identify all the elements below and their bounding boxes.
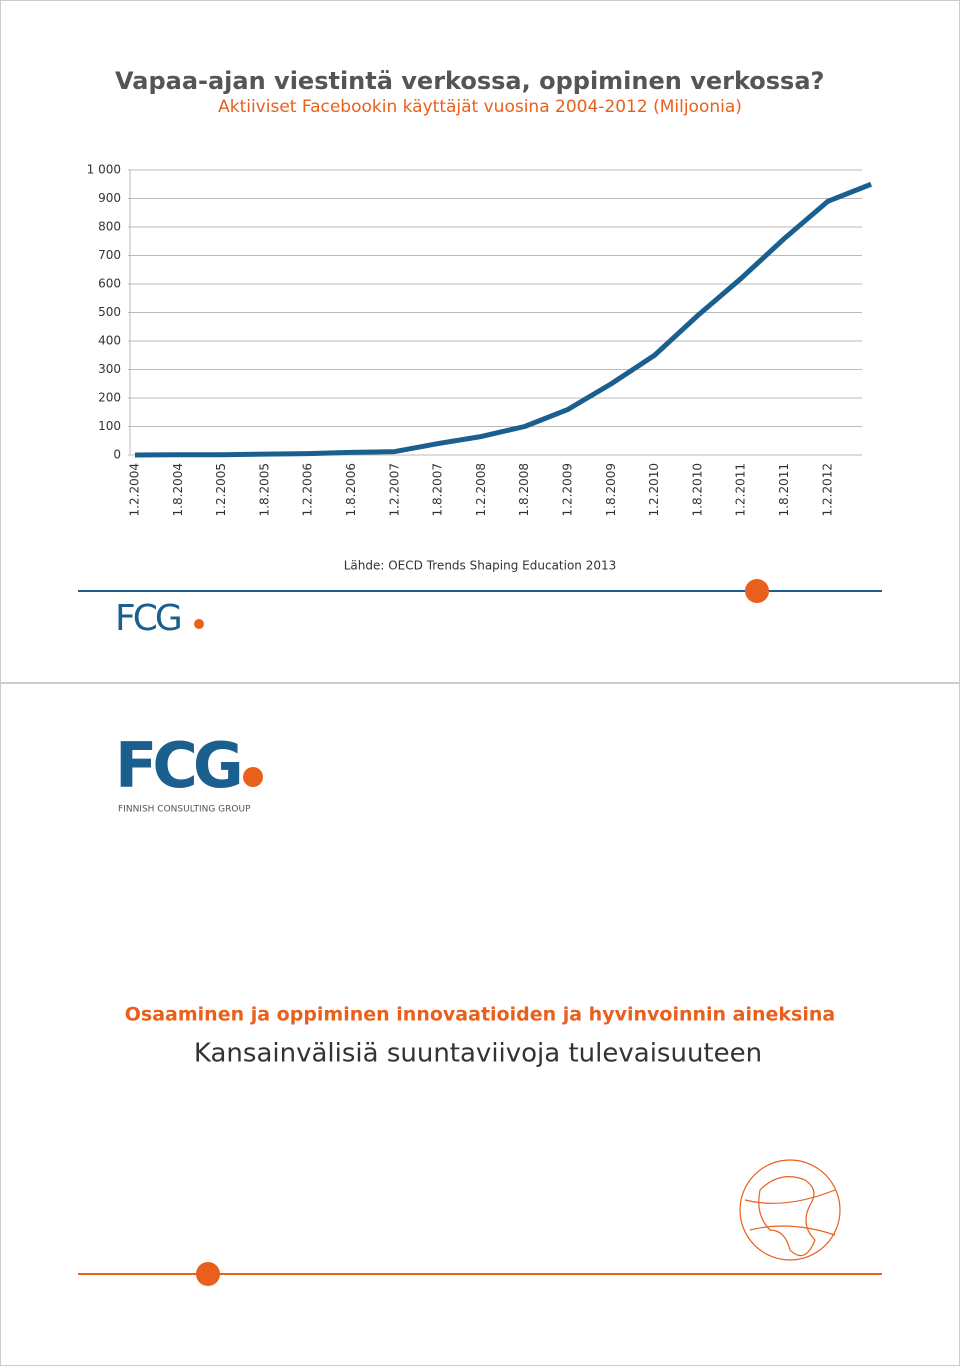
- x-tick-label: 1.8.2005: [257, 463, 271, 516]
- y-tick-label: 0: [113, 448, 121, 462]
- x-tick-label: 1.2.2007: [387, 463, 401, 516]
- x-tick-label: 1.2.2006: [301, 463, 315, 516]
- x-tick-label: 1.8.2007: [431, 463, 445, 516]
- decor-dot: [745, 579, 769, 603]
- x-tick-label: 1.8.2011: [777, 463, 791, 516]
- y-tick-label: 600: [98, 277, 121, 291]
- x-tick-label: 1.8.2006: [344, 463, 358, 516]
- x-tick-label: 1.8.2008: [517, 463, 531, 516]
- decor-dot: [196, 1262, 220, 1286]
- y-tick-label: 400: [98, 334, 121, 348]
- y-tick-label: 700: [98, 248, 121, 262]
- x-tick-label: 1.2.2009: [561, 463, 575, 516]
- x-tick-label: 1.2.2005: [214, 463, 228, 516]
- y-tick-label: 500: [98, 305, 121, 319]
- y-tick-label: 1 000: [87, 163, 121, 177]
- source: Lähde: OECD Trends Shaping Education 201…: [344, 559, 617, 573]
- y-tick-label: 200: [98, 391, 121, 405]
- x-tick-label: 1.2.2004: [128, 463, 142, 516]
- x-tick-label: 1.8.2009: [604, 463, 618, 516]
- data-line: [134, 181, 873, 458]
- x-tick-label: 1.2.2011: [734, 463, 748, 516]
- y-tick-label: 100: [98, 419, 121, 433]
- chart-subtitle: Aktiiviset Facebookin käyttäjät vuosina …: [218, 97, 742, 117]
- x-tick-label: 1.2.2010: [647, 463, 661, 516]
- x-tick-label: 1.2.2008: [474, 463, 488, 516]
- x-tick-label: 1.8.2010: [690, 463, 704, 516]
- logo: FCG: [115, 598, 180, 639]
- y-tick-label: 900: [98, 191, 121, 205]
- logo-dot: [243, 767, 263, 787]
- slide-heading: Osaaminen ja oppiminen innovaatioiden ja…: [125, 1004, 835, 1026]
- logo: FCG: [115, 729, 240, 802]
- logo-tagline: FINNISH CONSULTING GROUP: [118, 805, 251, 815]
- x-tick-label: 1.8.2004: [171, 463, 185, 516]
- y-tick-label: 800: [98, 220, 121, 234]
- y-tick-label: 300: [98, 362, 121, 376]
- chart-title: Vapaa-ajan viestintä verkossa, oppiminen…: [115, 67, 824, 95]
- globe: [739, 1159, 841, 1261]
- logo-dot: [194, 619, 204, 629]
- x-tick-label: 1.2.2012: [820, 463, 834, 516]
- slide-title: Kansainvälisiä suuntaviivoja tulevaisuut…: [194, 1039, 762, 1069]
